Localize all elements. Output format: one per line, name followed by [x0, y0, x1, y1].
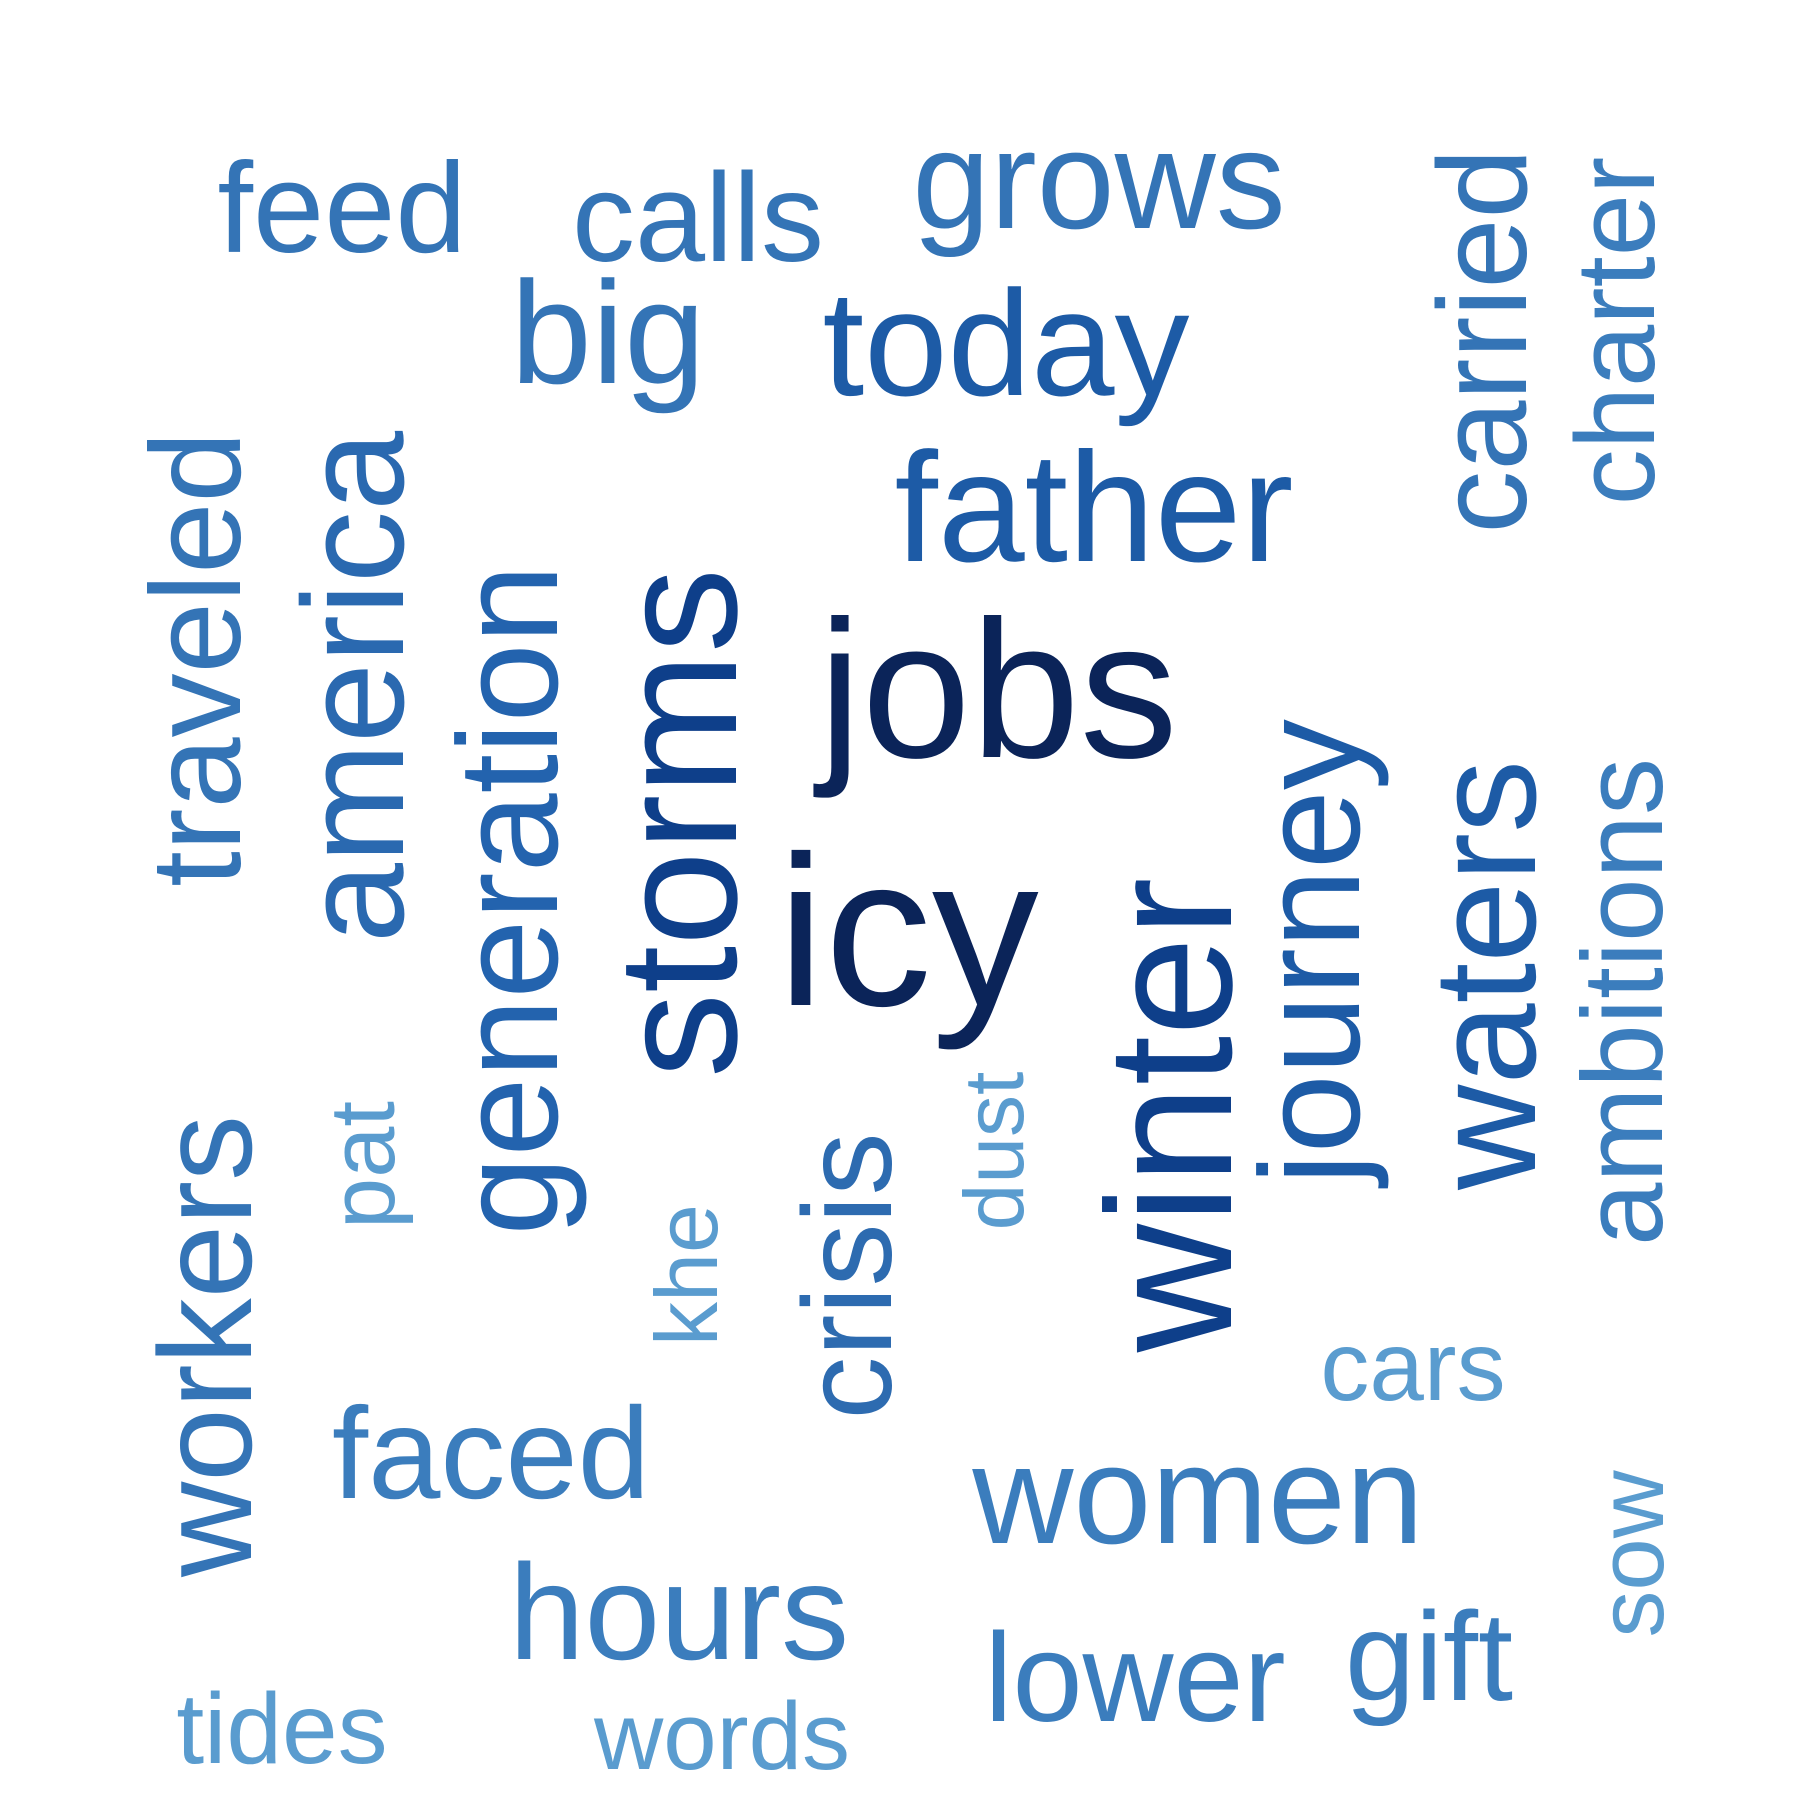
- word-tides: tides: [176, 1673, 388, 1785]
- word-storms: storms: [583, 568, 773, 1078]
- word-ambitions: ambitions: [1560, 758, 1687, 1246]
- word-calls: calls: [571, 147, 825, 288]
- word-icy: icy: [777, 812, 1039, 1051]
- word-gift: gift: [1344, 1586, 1514, 1727]
- word-waters: waters: [1403, 759, 1566, 1191]
- word-faced: faced: [331, 1380, 651, 1526]
- word-journey: journey: [1231, 719, 1390, 1185]
- word-hours: hours: [508, 1536, 850, 1688]
- word-generation: generation: [429, 564, 588, 1236]
- word-father: father: [894, 421, 1294, 595]
- word-traveled: traveled: [125, 431, 268, 887]
- word-america: america: [273, 430, 434, 944]
- word-today: today: [822, 259, 1190, 427]
- word-women: women: [972, 1416, 1424, 1573]
- word-khe: khe: [637, 1204, 736, 1346]
- word-crisis: crisis: [777, 1132, 918, 1420]
- word-dust: dust: [947, 1071, 1041, 1231]
- word-big: big: [510, 251, 706, 414]
- word-cars: cars: [1320, 1311, 1506, 1421]
- word-pat: pat: [312, 1101, 414, 1229]
- word-words: words: [593, 1683, 851, 1790]
- word-sow: sow: [1578, 1470, 1683, 1638]
- word-carried: carried: [1412, 148, 1553, 534]
- word-workers: workers: [132, 1114, 279, 1578]
- word-charter: charter: [1553, 156, 1678, 506]
- word-grows: grows: [912, 101, 1286, 258]
- word-jobs: jobs: [818, 580, 1178, 799]
- word-lower: lower: [984, 1607, 1286, 1748]
- word-feed: feed: [217, 137, 467, 280]
